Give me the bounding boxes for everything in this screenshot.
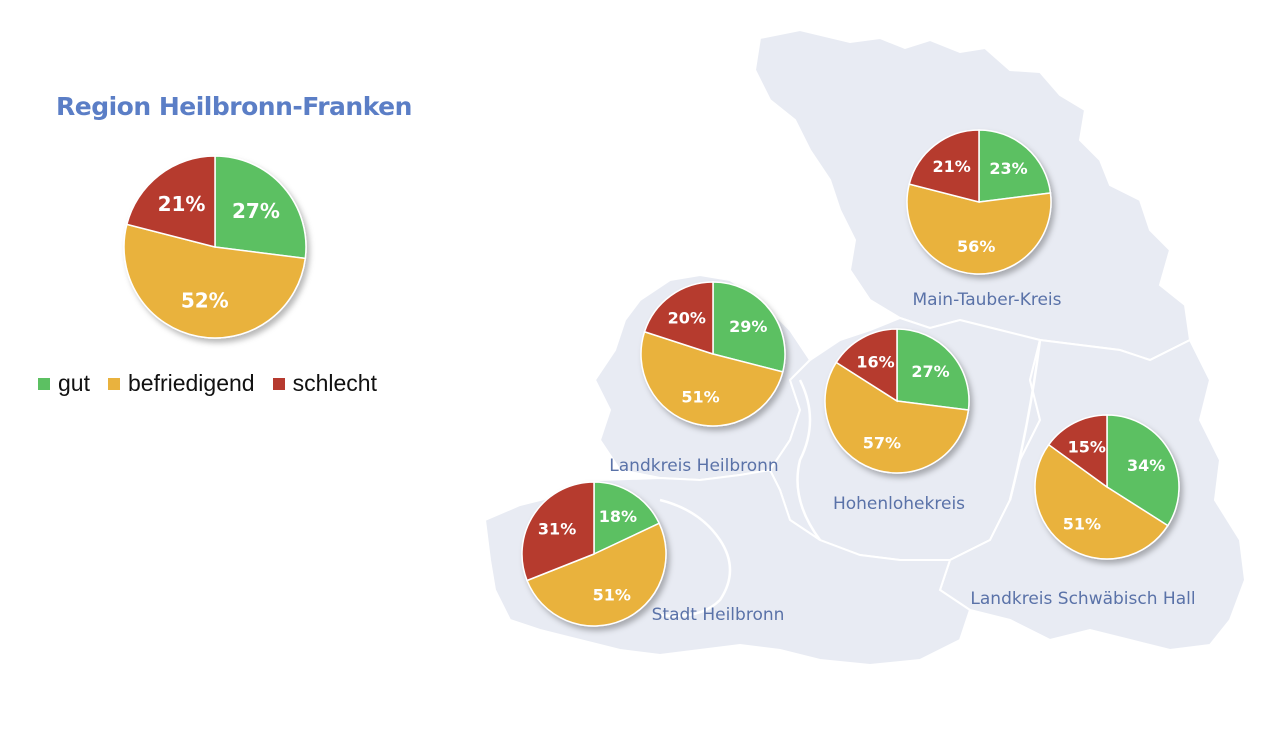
legend-item-schlecht: schlecht bbox=[272, 370, 377, 397]
pie-main-tauber-kreis bbox=[906, 129, 1052, 275]
legend-label-gut: gut bbox=[58, 370, 90, 396]
pie-slice-befriedigend bbox=[526, 522, 667, 627]
district-label-landkreis-heilbronn: Landkreis Heilbronn bbox=[609, 456, 778, 476]
slice-label-schlecht: 15% bbox=[1068, 438, 1106, 457]
pie-slice-gut bbox=[978, 129, 1052, 203]
pie-landkreis-schwäbisch-hall bbox=[1034, 414, 1180, 560]
pie-labels: 18% 51% 31% bbox=[538, 507, 637, 605]
slice-label-gut: 27% bbox=[911, 362, 949, 381]
pie-slice-schlecht bbox=[835, 328, 898, 403]
pie-slice-schlecht bbox=[908, 129, 980, 203]
slice-label-gut: 34% bbox=[1127, 456, 1165, 475]
slice-label-befriedigend: 51% bbox=[681, 387, 719, 406]
legend-label-befriedigend: befriedigend bbox=[127, 370, 255, 396]
chart-title: Region Heilbronn-Franken bbox=[56, 92, 412, 121]
district-label-landkreis-schwaebisch-hall: Landkreis Schwäbisch Hall bbox=[970, 589, 1195, 609]
slice-label-gut: 23% bbox=[989, 159, 1027, 178]
slice-label-befriedigend: 57% bbox=[863, 434, 901, 453]
legend: gut befriedigend schlecht bbox=[38, 370, 395, 397]
map-border-line bbox=[659, 498, 732, 618]
pie-stadt-heilbronn bbox=[521, 481, 667, 627]
pie-charts: 27% 52% 21% 23% 56% 21% 29% 51% 20% 27% 57% 16% 34% 5… bbox=[123, 129, 1180, 627]
slice-label-gut: 27% bbox=[232, 199, 280, 223]
district-label-stadt-heilbronn: Stadt Heilbronn bbox=[652, 605, 785, 625]
pie-landkreis-heilbronn bbox=[640, 281, 786, 427]
slice-label-schlecht: 21% bbox=[932, 157, 970, 176]
district-label-main-tauber-kreis: Main-Tauber-Kreis bbox=[912, 290, 1061, 310]
pie-slice-schlecht bbox=[643, 281, 714, 356]
pie-labels: 29% 51% 20% bbox=[668, 308, 768, 406]
pie-labels: 27% 57% 16% bbox=[856, 352, 949, 452]
district-label-hohenlohekreis: Hohenlohekreis bbox=[833, 494, 965, 514]
map-border-line bbox=[796, 379, 822, 541]
pie-slice-befriedigend bbox=[1034, 443, 1169, 560]
slice-label-schlecht: 16% bbox=[856, 352, 894, 371]
pie-slice-gut bbox=[593, 481, 661, 556]
pie-labels: 27% 52% 21% bbox=[158, 192, 280, 313]
slice-label-befriedigend: 51% bbox=[593, 585, 631, 604]
slice-label-befriedigend: 51% bbox=[1063, 514, 1101, 533]
pie-slice-gut bbox=[214, 155, 307, 260]
pie-region-heilbronn-franken bbox=[123, 155, 307, 339]
slice-label-befriedigend: 52% bbox=[181, 289, 229, 313]
pie-slice-befriedigend bbox=[640, 330, 784, 427]
pie-slice-befriedigend bbox=[906, 183, 1052, 275]
slice-label-gut: 18% bbox=[599, 507, 637, 526]
slice-label-schlecht: 20% bbox=[668, 308, 706, 327]
pie-slice-befriedigend bbox=[123, 223, 307, 339]
legend-label-schlecht: schlecht bbox=[292, 370, 377, 396]
slice-label-gut: 29% bbox=[729, 317, 767, 336]
legend-swatch-gut bbox=[38, 377, 50, 390]
map-border-line bbox=[1008, 339, 1042, 501]
slice-label-befriedigend: 56% bbox=[957, 237, 995, 256]
legend-swatch-befriedigend bbox=[107, 377, 120, 390]
pie-slice-gut bbox=[712, 281, 786, 373]
legend-swatch-schlecht bbox=[272, 377, 285, 390]
legend-item-gut: gut bbox=[38, 370, 90, 397]
pie-slice-schlecht bbox=[125, 155, 216, 248]
pie-hohenlohekreis bbox=[824, 328, 970, 474]
pie-slice-befriedigend bbox=[824, 361, 970, 474]
slice-label-schlecht: 21% bbox=[158, 192, 206, 216]
legend-item-befriedigend: befriedigend bbox=[107, 370, 255, 397]
pie-labels: 23% 56% 21% bbox=[932, 157, 1027, 256]
pie-labels: 34% 51% 15% bbox=[1063, 438, 1166, 534]
pie-slice-schlecht bbox=[1047, 414, 1108, 489]
slice-label-schlecht: 31% bbox=[538, 519, 576, 538]
pie-slice-gut bbox=[896, 328, 970, 411]
pie-slice-schlecht bbox=[521, 481, 595, 582]
